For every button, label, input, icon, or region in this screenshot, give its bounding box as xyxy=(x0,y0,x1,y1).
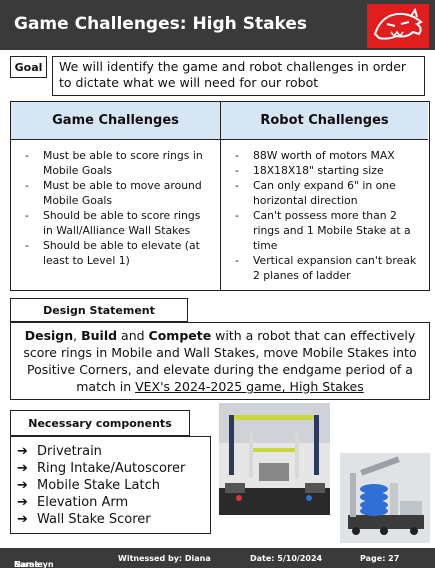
list-item: ➔ Ring Intake/Autoscorer xyxy=(17,461,186,476)
list-item: Must be able to move around Mobile Goals xyxy=(25,178,212,208)
list-item: ➔ Mobile Stake Latch xyxy=(17,478,160,493)
list-item: ➔ Drivetrain xyxy=(17,444,102,459)
robot-photo xyxy=(340,453,430,543)
separator: , xyxy=(73,328,82,343)
list-item: Can only expand 6" in one horizontal dir… xyxy=(235,178,420,208)
arrow-icon: ➔ xyxy=(17,461,28,476)
witness-field: Witnessed by: Diana xyxy=(118,554,211,563)
page-header: Game Challenges: High Stakes xyxy=(0,0,435,50)
arrow-icon: ➔ xyxy=(17,512,28,527)
design-statement-label: Design Statement xyxy=(10,298,188,322)
arrow-icon: ➔ xyxy=(17,444,28,459)
statement-body: with a robot that can effectively score … xyxy=(23,328,417,394)
list-item: ➔ Wall Stake Scorer xyxy=(17,512,151,527)
design-statement-text: Design, Build and Compete with a robot t… xyxy=(10,322,430,400)
page-footer: Name: Saraleyn Witnessed by: Diana Date:… xyxy=(0,548,435,569)
panther-logo-icon xyxy=(373,7,423,40)
page-number: Page: 27 xyxy=(360,554,400,563)
robot-challenges-header: Robot Challenges xyxy=(221,102,428,140)
team-logo xyxy=(367,4,429,48)
list-item: Vertical expansion can't break 2 planes … xyxy=(235,253,420,283)
list-item: Should be able to score rings in Wall/Al… xyxy=(25,208,212,238)
arrow-icon: ➔ xyxy=(17,495,28,510)
goal-text: We will identify the game and robot chal… xyxy=(52,56,425,96)
game-challenges-column: Must be able to score rings in Mobile Go… xyxy=(11,140,221,290)
field-elements-photo xyxy=(219,403,330,515)
goal-label: Goal xyxy=(10,56,47,78)
author-name: Saraleyn xyxy=(14,560,54,569)
build-word: Build xyxy=(81,328,118,343)
robot-challenges-column: 88W worth of motors MAX 18X18X18" starti… xyxy=(221,140,428,290)
separator: and xyxy=(117,328,149,343)
arrow-icon: ➔ xyxy=(17,478,28,493)
challenges-table: Game Challenges Robot Challenges Must be… xyxy=(10,101,430,291)
list-item: Must be able to score rings in Mobile Go… xyxy=(25,148,212,178)
game-challenges-header: Game Challenges xyxy=(11,102,221,140)
date-field: Date: 5/10/2024 xyxy=(250,554,323,563)
necessary-components-list: ➔ Drivetrain ➔ Ring Intake/Autoscorer ➔ Mob… xyxy=(10,436,211,534)
list-item: 18X18X18" starting size xyxy=(235,163,420,178)
list-item: Should be able to elevate (at least to L… xyxy=(25,238,212,268)
list-item: ➔ Elevation Arm xyxy=(17,495,129,510)
compete-word: Compete xyxy=(148,328,212,343)
page-title: Game Challenges: High Stakes xyxy=(14,14,308,34)
game-name: VEX's 2024-2025 game, High Stakes xyxy=(135,379,364,394)
design-word: Design xyxy=(24,328,74,343)
list-item: 88W worth of motors MAX xyxy=(235,148,420,163)
list-item: Can't possess more than 2 rings and 1 Mo… xyxy=(235,208,420,253)
necessary-components-label: Necessary components xyxy=(10,410,190,436)
